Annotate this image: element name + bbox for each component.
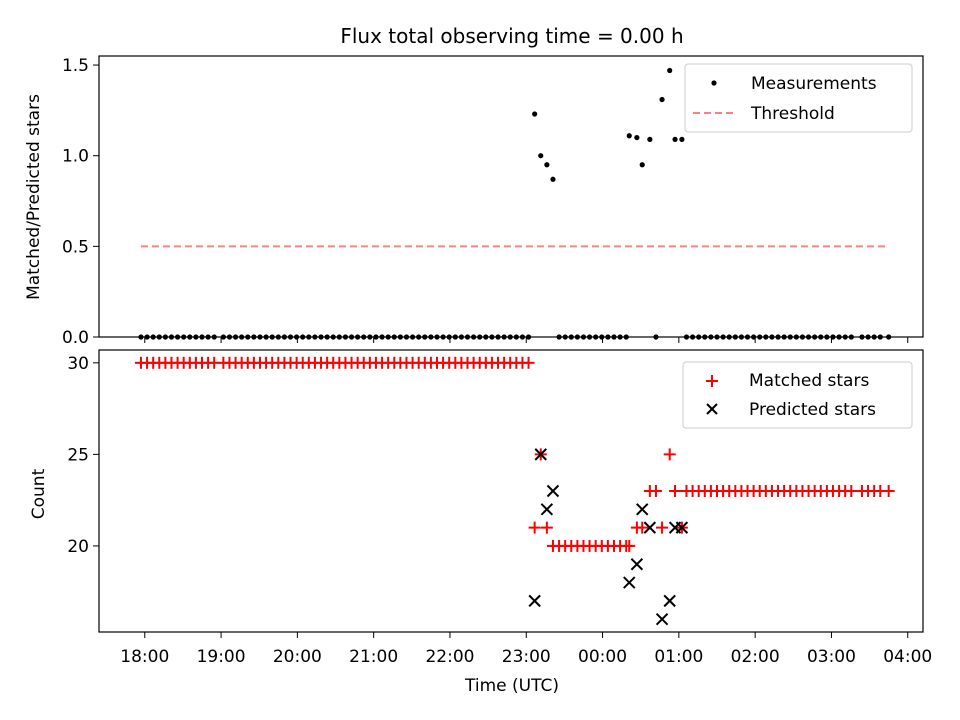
x-tick-label: 21:00 <box>349 647 398 667</box>
bottom-plot-frame <box>98 349 924 633</box>
top-legend-box <box>684 63 913 133</box>
predicted-point <box>540 503 554 516</box>
predicted-point <box>643 521 657 534</box>
bottom-y-axis-label: Count <box>29 468 49 519</box>
bottom-panel: 20 25 30 18:00 19:00 20:00 21:00 22:00 23:00 00:… <box>29 349 932 696</box>
predicted-point <box>630 558 644 571</box>
legend-matched-marker <box>706 375 718 387</box>
legend-predicted-label: Predicted stars <box>749 400 876 420</box>
bottom-y-axis: 20 25 30 <box>67 354 99 557</box>
x-tick-label: 04:00 <box>883 647 932 667</box>
predicted-point <box>663 594 676 608</box>
measurement-point <box>667 67 673 74</box>
matched-point <box>669 485 682 497</box>
matched-point <box>522 356 535 369</box>
x-tick-label: 00:00 <box>578 647 627 667</box>
matched-point <box>528 521 541 534</box>
measurement-point <box>626 133 632 139</box>
top-y-axis: 0.0 0.5 1.0 1.5 <box>62 56 99 348</box>
top-legend: Measurements Threshold <box>684 63 913 133</box>
series-predicted-stars <box>528 448 689 626</box>
matched-point <box>623 539 636 552</box>
matched-point <box>540 521 553 534</box>
y-tick-label: 0.0 <box>62 328 89 348</box>
matched-point <box>656 521 669 534</box>
top-x-axis-ticks <box>144 337 909 343</box>
predicted-point <box>623 576 636 589</box>
x-tick-label: 19:00 <box>197 647 246 667</box>
y-tick-label: 20 <box>67 537 89 557</box>
predicted-point <box>534 448 547 461</box>
top-y-axis-label: Matched/Predicted stars <box>24 94 44 300</box>
predicted-point <box>528 594 541 608</box>
predicted-point <box>655 612 669 626</box>
legend-measurements-label: Measurements <box>751 74 877 94</box>
series-layer <box>134 356 895 626</box>
predicted-point <box>636 503 649 516</box>
predicted-point <box>675 521 689 534</box>
bottom-series <box>134 356 895 626</box>
measurement-point <box>532 111 538 117</box>
measurement-point <box>538 153 544 159</box>
matched-point <box>845 485 858 497</box>
bottom-legend: Matched stars Predicted stars <box>682 361 913 429</box>
y-tick-label: 1.5 <box>62 56 89 76</box>
x-axis-label: Time (UTC) <box>464 676 559 696</box>
measurement-point <box>647 136 653 142</box>
top-plot-frame <box>98 55 924 338</box>
measurement-point <box>672 136 678 142</box>
legend-measurements-marker <box>711 80 717 86</box>
x-tick-label: 18:00 <box>120 647 169 667</box>
measurement-point <box>659 96 665 103</box>
series-matched-stars <box>134 356 895 552</box>
chart-title: Flux total observing time = 0.00 h <box>340 24 683 48</box>
x-tick-label: 01:00 <box>654 647 703 667</box>
measurement-point <box>634 134 640 141</box>
matched-point <box>663 448 676 461</box>
x-tick-label: 20:00 <box>273 647 322 667</box>
x-tick-label: 23:00 <box>502 647 551 667</box>
y-tick-label: 30 <box>67 354 89 374</box>
measurement-point <box>679 136 685 142</box>
matched-point <box>649 485 662 497</box>
y-tick-label: 0.5 <box>62 237 89 257</box>
bottom-x-axis: 18:00 19:00 20:00 21:00 22:00 23:00 00:00 01:00… <box>120 632 932 667</box>
predicted-point <box>546 484 560 498</box>
matched-point <box>882 485 895 497</box>
legend-threshold-label: Threshold <box>750 104 835 124</box>
matched-point <box>636 521 649 534</box>
measurement-point <box>544 162 550 168</box>
x-tick-label: 22:00 <box>425 647 474 667</box>
legend-predicted-marker <box>706 403 718 415</box>
y-tick-label: 25 <box>67 445 89 465</box>
x-tick-label: 03:00 <box>807 647 856 667</box>
x-tick-label: 02:00 <box>731 647 780 667</box>
measurement-point <box>550 176 556 182</box>
measurement-point <box>639 162 645 168</box>
bottom-legend-box <box>682 361 913 429</box>
legend-matched-label: Matched stars <box>749 371 869 391</box>
top-panel: 0.0 0.5 1.0 1.5 Matched/Predicted stars Mea… <box>24 55 924 348</box>
y-tick-label: 1.0 <box>62 147 89 167</box>
